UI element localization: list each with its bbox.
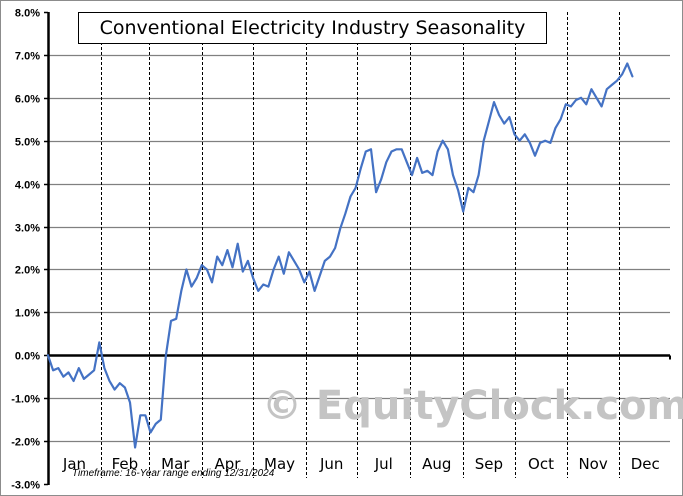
- month-label: Dec: [631, 455, 660, 473]
- month-label: Aug: [422, 455, 451, 473]
- y-tick-label: 6.0%: [15, 94, 40, 106]
- axes: [47, 12, 671, 485]
- month-label: Apr: [214, 455, 241, 473]
- y-tick-label: 7.0%: [15, 51, 40, 63]
- month-label: Jul: [374, 455, 393, 473]
- month-dividers: [101, 12, 620, 478]
- seasonality-line: [46, 62, 634, 449]
- y-tick-label: 3.0%: [15, 223, 40, 235]
- chart-title-box: Conventional Electricity Industry Season…: [78, 12, 547, 44]
- gridlines: [48, 54, 670, 443]
- y-tick-label: 4.0%: [15, 180, 40, 192]
- y-tick-label: 1.0%: [15, 308, 40, 320]
- timeframe-note: Timeframe: 16-Year range ending 12/31/20…: [72, 468, 275, 479]
- y-tick-label: -1.0%: [11, 394, 40, 406]
- month-label: Feb: [112, 455, 139, 473]
- y-tick-label: -3.0%: [11, 480, 40, 492]
- y-axis-ticks: 8.0% 7.0% 6.0% 5.0% 4.0% 3.0% 2.0% 1.0% 0.0% -1.0…: [11, 8, 48, 492]
- x-axis-month-labels: Jan Feb Mar Apr May Jun Jul Aug Sep Oct Nov Dec: [62, 455, 660, 473]
- month-label: Oct: [528, 455, 554, 473]
- y-tick-label: 0.0%: [15, 351, 40, 363]
- month-label: Sep: [475, 455, 503, 473]
- month-label: Mar: [161, 455, 190, 473]
- month-label: Jan: [62, 455, 86, 473]
- chart-title: Conventional Electricity Industry Season…: [99, 17, 526, 39]
- month-label: Jun: [319, 455, 343, 473]
- y-tick-label: 2.0%: [15, 265, 40, 277]
- y-tick-label: 5.0%: [15, 137, 40, 149]
- watermark: © EquityClock.com: [262, 383, 683, 429]
- y-tick-label: 8.0%: [15, 8, 40, 20]
- y-tick-label: -2.0%: [11, 437, 40, 449]
- month-label: May: [264, 455, 295, 473]
- month-label: Nov: [578, 455, 607, 473]
